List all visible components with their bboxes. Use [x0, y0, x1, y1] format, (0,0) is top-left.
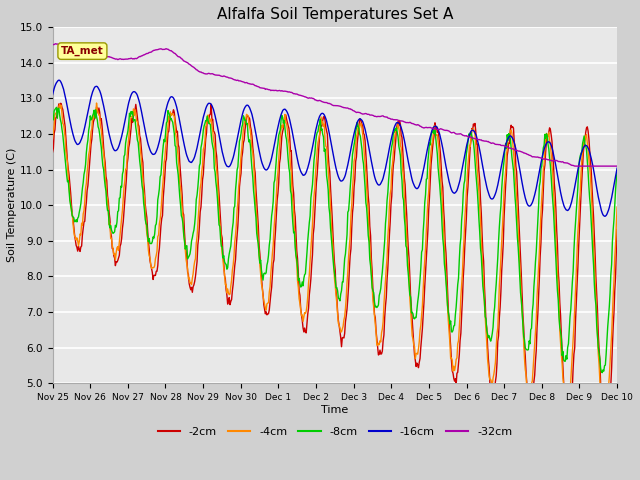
- Text: TA_met: TA_met: [61, 46, 104, 56]
- Legend: -2cm, -4cm, -8cm, -16cm, -32cm: -2cm, -4cm, -8cm, -16cm, -32cm: [153, 423, 516, 442]
- Title: Alfalfa Soil Temperatures Set A: Alfalfa Soil Temperatures Set A: [217, 7, 453, 22]
- Y-axis label: Soil Temperature (C): Soil Temperature (C): [7, 148, 17, 263]
- X-axis label: Time: Time: [321, 405, 348, 415]
